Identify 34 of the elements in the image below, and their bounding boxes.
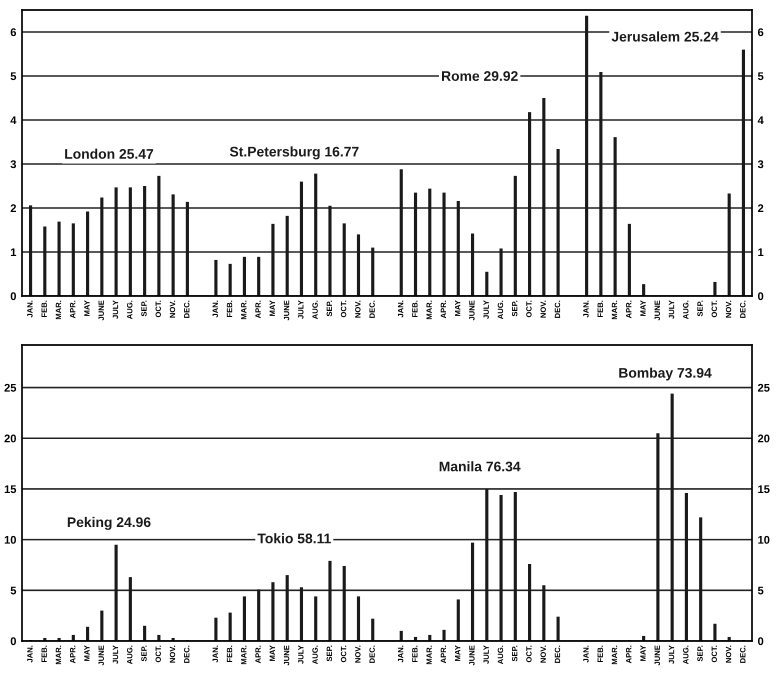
y-tick-label: 1 (10, 248, 16, 256)
y2-tick-label: 6 (758, 28, 764, 36)
y-tick-label: 2 (10, 204, 16, 212)
y-tick-label: 20 (4, 434, 16, 442)
y2-tick-label: 0 (758, 637, 764, 646)
series-label: Tokio 58.11 (258, 533, 331, 544)
y2-tick-label: 20 (758, 434, 770, 442)
y-tick-label: 10 (4, 536, 16, 544)
y-tick-label: 6 (10, 28, 16, 36)
text: Rome 29.92 (442, 71, 518, 81)
series-label: London 25.47 (65, 148, 154, 159)
y2-tick-label: 5 (758, 72, 764, 80)
y2-tick-label: 2 (758, 204, 764, 212)
y-tick-label: 5 (10, 72, 16, 80)
y-tick-label: 0 (10, 637, 16, 646)
y2-tick-label: 0 (758, 292, 764, 300)
series-label: Peking 24.96 (68, 516, 151, 530)
y-tick-label: 0 (10, 292, 16, 300)
y2-tick-label: 10 (758, 536, 770, 544)
y2-tick-label: 1 (758, 248, 764, 256)
y-tick-label: 5 (10, 586, 16, 594)
series-label: Bombay 73.94 (619, 368, 712, 381)
series-label: Manila 76.34 (440, 461, 521, 472)
y-tick-label: 3 (10, 160, 16, 168)
series-label: Jerusalem 25.24 (612, 31, 719, 42)
y-tick-label: 25 (4, 384, 16, 392)
y2-tick-label: 15 (758, 485, 770, 494)
y2-tick-label: 4 (758, 116, 764, 124)
text: St.Petersburg 16.77 (230, 146, 359, 160)
y2-tick-label: 3 (758, 160, 764, 168)
y2-tick-label: 25 (758, 384, 770, 392)
y-tick-label: 4 (10, 116, 16, 124)
y-tick-label: 15 (4, 485, 16, 494)
y2-tick-label: 5 (758, 586, 764, 594)
